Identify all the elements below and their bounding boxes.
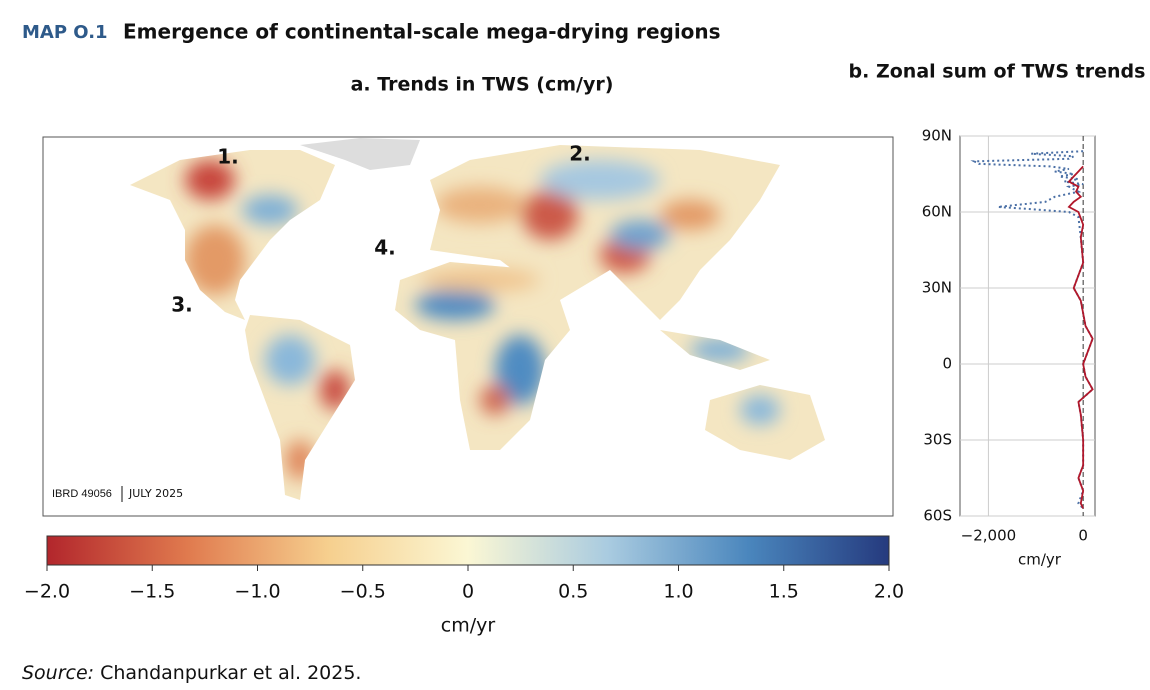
map-title: a. Trends in TWS (cm/yr) xyxy=(351,74,614,96)
source-text: Chandanpurkar et al. 2025. xyxy=(100,662,361,684)
y-tick-label: 30N xyxy=(922,279,952,297)
y-tick-label: 60S xyxy=(923,507,952,525)
x-tick-label: 0 xyxy=(1078,527,1088,545)
zonal-chart: 90N 60N 30N 0 30S 60S −2,000 0 cm/yr xyxy=(922,127,1096,569)
colorbar-tick-label: −1.0 xyxy=(234,581,280,603)
y-tick-label: 30S xyxy=(923,431,952,449)
colorbar-tick-label: −2.0 xyxy=(24,581,70,603)
chart-title: b. Zonal sum of TWS trends xyxy=(849,61,1146,83)
colorbar-label: cm/yr xyxy=(441,615,496,637)
colorbar-tick-label: −1.5 xyxy=(129,581,175,603)
map-number: MAP O.1 xyxy=(22,22,108,43)
x-axis-label: cm/yr xyxy=(1018,551,1062,569)
y-tick-label: 60N xyxy=(922,203,952,221)
colorbar xyxy=(46,535,890,566)
colorbar-tick-label: 1.0 xyxy=(663,581,693,603)
stamp-date: JULY 2025 xyxy=(128,487,183,500)
y-tick-label: 0 xyxy=(942,355,952,373)
zonal-line xyxy=(1067,165,1094,509)
colorbar-tick-label: 1.5 xyxy=(769,581,799,603)
zonal-line xyxy=(970,150,1094,510)
source-prefix: Source: xyxy=(22,662,94,684)
figure-title: Emergence of continental-scale mega-dryi… xyxy=(123,20,721,44)
region-label: 2. xyxy=(569,142,591,166)
x-tick-label: −2,000 xyxy=(961,527,1017,545)
region-label: 1. xyxy=(217,145,239,169)
greenland xyxy=(300,138,420,170)
colorbar-tick-label: −0.5 xyxy=(340,581,386,603)
source: Source: Chandanpurkar et al. 2025. xyxy=(22,662,361,684)
colorbar-tick-label: 0.5 xyxy=(558,581,588,603)
colorbar-tick-label: 2.0 xyxy=(874,581,904,603)
stamp-id: IBRD 49056 xyxy=(52,488,112,500)
colorbar-ticks: −2.0 −1.5 −1.0 −0.5 0 0.5 1.0 1.5 2.0 xyxy=(24,565,904,603)
colorbar-tick-label: 0 xyxy=(462,581,474,603)
y-tick-label: 90N xyxy=(922,127,952,145)
region-label: 3. xyxy=(171,293,193,317)
region-label: 4. xyxy=(374,236,396,260)
